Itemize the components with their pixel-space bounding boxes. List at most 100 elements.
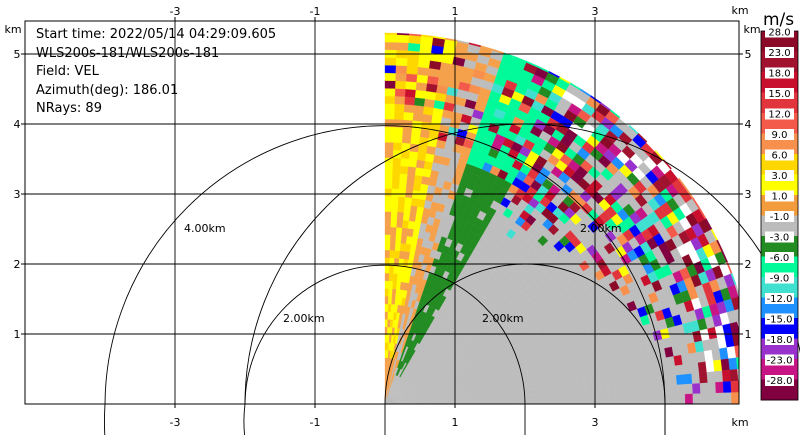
radar-gate: [690, 362, 700, 374]
radar-gate: [653, 376, 662, 387]
radar-gate: [390, 226, 397, 236]
y-tick-label-left: 2: [14, 258, 21, 271]
radar-gate: [723, 392, 732, 404]
radar-gate: [400, 157, 410, 167]
radar-gate: [591, 382, 601, 391]
y-tick-label-right: 4: [745, 118, 752, 131]
x-tick-label-bottom: 1: [452, 416, 459, 429]
colorbar-label: -18.0: [767, 335, 793, 346]
radar-gate: [397, 204, 405, 213]
radar-gate: [706, 371, 716, 384]
radar-gate: [676, 384, 686, 395]
radar-gate: [461, 401, 470, 404]
radar-data-layer: [384, 32, 756, 404]
radar-gate: [577, 397, 586, 404]
radar-gate: [408, 42, 421, 52]
radar-gate: [395, 234, 402, 244]
radar-gate: [552, 380, 562, 388]
radar-gate: [416, 74, 429, 84]
plot-frame: [24, 20, 740, 405]
radar-gate: [384, 88, 396, 97]
radar-gate: [614, 380, 624, 390]
radar-gate: [615, 388, 624, 397]
radar-gate: [395, 80, 407, 90]
radar-gate: [661, 394, 671, 404]
radar-gate: [553, 386, 562, 394]
radar-gate: [384, 72, 396, 81]
radar-gate: [469, 397, 478, 402]
radar-gate: [395, 72, 407, 82]
radar-gate: [384, 149, 394, 158]
x-tick-label-top: -3: [170, 5, 181, 18]
radar-gate: [546, 398, 555, 404]
radar-gate: [401, 142, 411, 152]
colorbar-label: 3.0: [772, 171, 788, 182]
radar-gate: [631, 395, 640, 404]
radar-gate: [420, 36, 434, 46]
colorbar-label-bg: [765, 231, 794, 243]
radar-gate: [584, 397, 594, 404]
radar-gate: [410, 135, 421, 145]
radar-gate: [630, 378, 639, 389]
radar-gate: [700, 393, 709, 404]
radar-gate: [669, 394, 678, 404]
radar-gate: [413, 174, 423, 184]
radar-gate: [638, 395, 647, 404]
radar-gate: [745, 368, 754, 381]
radar-gate: [715, 392, 724, 404]
radar-gate: [531, 398, 540, 404]
colorbar-label-bg: [765, 272, 794, 284]
axis-ticks: -3 -3 -1 -1 1 1 3 3 1 1 2 2 3 3 4 4 5 5 km km km km: [4, 4, 760, 429]
radar-gate: [605, 366, 615, 376]
radar-gate: [394, 103, 405, 113]
radar-gate: [515, 390, 524, 396]
radar-gate: [618, 355, 629, 366]
colorbar-label-bg: [765, 354, 794, 366]
radar-gate: [404, 96, 416, 106]
radar-gate: [754, 380, 756, 392]
radar-gate: [620, 363, 630, 374]
ring-label: 2.00km: [580, 222, 622, 235]
radar-gate: [384, 242, 391, 251]
colorbar-label-bg: [765, 334, 794, 345]
radar-gate: [568, 384, 578, 393]
radar-gate: [405, 73, 418, 83]
y-tick-label-left: 4: [14, 118, 21, 131]
range-ring: [384, 263, 666, 435]
radar-gate: [402, 219, 410, 229]
radar-gate: [561, 385, 570, 393]
radar-gate: [665, 356, 676, 367]
radar-gate: [404, 88, 417, 98]
radar-gate: [636, 369, 646, 380]
radar-gate: [419, 43, 433, 53]
colorbar-label: -6.0: [770, 253, 790, 264]
colorbar-label-bg: [765, 375, 794, 386]
radar-gate: [398, 181, 408, 190]
radar-gate: [553, 392, 563, 399]
radar-gate: [515, 399, 524, 404]
radar-gate: [389, 249, 396, 259]
radar-gate: [411, 127, 422, 137]
x-tick-label-top: 1: [452, 5, 459, 18]
colorbar-label: -9.0: [770, 274, 790, 285]
radar-gate: [395, 227, 403, 236]
radar-gate: [638, 386, 647, 396]
radar-gate: [415, 89, 427, 99]
radar-gate: [538, 393, 547, 400]
radar-gate: [560, 379, 570, 387]
radar-gate: [603, 358, 614, 368]
radar-gate: [567, 372, 577, 381]
radar-gate: [394, 242, 402, 251]
radar-gate: [669, 384, 678, 395]
radar-gate: [384, 134, 394, 143]
radar-gate: [391, 196, 399, 205]
radar-gate: [391, 203, 399, 213]
radar-gate: [575, 377, 585, 386]
radar-gate: [417, 66, 430, 76]
radar-gate: [729, 321, 739, 336]
grid-lines: [25, 21, 739, 404]
radar-gate: [734, 284, 739, 297]
radar-gate: [384, 249, 391, 258]
colorbar-label: -12.0: [767, 294, 793, 305]
radar-gate: [384, 211, 392, 220]
